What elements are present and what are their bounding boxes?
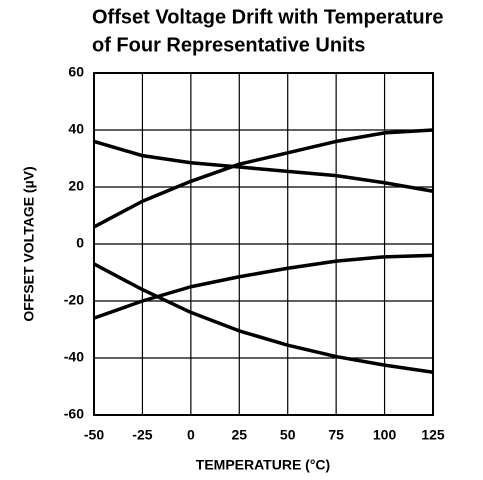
x-tick-label: 75: [328, 427, 344, 443]
x-tick-label: 100: [373, 427, 397, 443]
x-tick-label: -50: [84, 427, 104, 443]
y-tick-label: 60: [68, 64, 84, 80]
y-tick-label: 40: [68, 121, 84, 137]
x-axis-label: TEMPERATURE (°C): [196, 457, 330, 473]
chart-title: of Four Representative Units: [92, 34, 365, 56]
x-tick-label: 50: [280, 427, 296, 443]
line: [93, 128, 434, 229]
line: [93, 253, 434, 320]
x-tick-label: 125: [421, 427, 445, 443]
y-tick-label: -40: [64, 349, 84, 365]
x-tick-label: 25: [231, 427, 247, 443]
y-tick-label: -20: [64, 292, 84, 308]
chart-title: Offset Voltage Drift with Temperature: [92, 6, 444, 28]
y-tick-label: -60: [64, 406, 84, 422]
y-tick-label: 20: [68, 178, 84, 194]
y-axis-label: OFFSET VOLTAGE (µV): [21, 166, 37, 321]
y-tick-label: 0: [76, 235, 84, 251]
plot-frame: [93, 72, 434, 416]
line: [93, 139, 434, 193]
x-tick-label: -25: [132, 427, 152, 443]
x-tick-label: 0: [187, 427, 195, 443]
line: [93, 262, 434, 374]
